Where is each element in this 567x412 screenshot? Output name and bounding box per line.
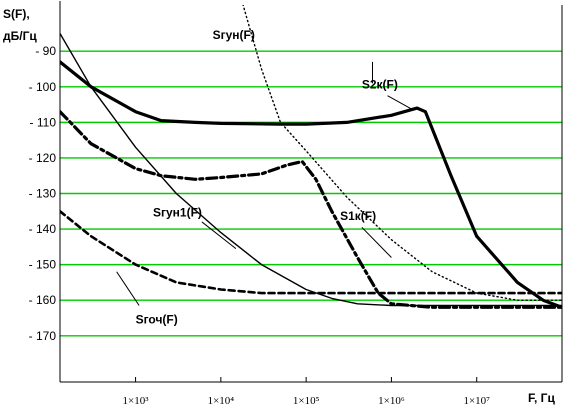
- annotation-leader: [201, 221, 237, 250]
- annotations: Sгун(F) S2к(F) Sгун1(F) S1к(F) Sгоч(F): [116, 28, 414, 326]
- axes: - 90 - 100 - 110 - 120 - 130 - 140 - 150 - 160 -…: [29, 1, 563, 407]
- x-axis-title: F, Гц: [528, 391, 555, 405]
- x-tick-label: 1×10⁶: [378, 395, 405, 407]
- annotation-leader: [387, 95, 414, 111]
- y-tick-label: - 140: [29, 222, 57, 236]
- series-line-sгун1f: [60, 32, 562, 307]
- series-line-sгунf: [242, 5, 562, 301]
- series-line-s2кf: [60, 60, 562, 309]
- y-tick-label: - 160: [29, 293, 57, 307]
- grid: [60, 50, 562, 337]
- y-tick-label: - 120: [29, 151, 57, 165]
- annotation-leader: [361, 226, 392, 258]
- series-line-sгочf: [60, 210, 562, 295]
- y-tick-label: - 130: [29, 187, 57, 201]
- y-tick-label: - 110: [30, 115, 57, 129]
- annotation-label: S1к(F): [340, 209, 376, 223]
- x-tick-label: 1×10³: [123, 395, 150, 407]
- annotation-label: S2к(F): [362, 78, 398, 92]
- annotation-label: Sгоч(F): [136, 312, 178, 326]
- y-axis-title-line2: дБ/Гц: [3, 29, 37, 43]
- x-tick-label: 1×10⁵: [293, 395, 320, 407]
- annotation-leader: [116, 271, 140, 306]
- series-line-s1кf: [60, 110, 562, 309]
- x-tick-label: 1×10⁷: [463, 395, 490, 407]
- y-tick-label: - 170: [29, 329, 57, 343]
- y-tick-label: - 150: [29, 258, 57, 272]
- y-tick-label: - 90: [35, 44, 56, 58]
- y-axis-title-line1: S(F),: [3, 7, 30, 21]
- annotation-label: Sгун1(F): [153, 206, 202, 220]
- annotation-label: Sгун(F): [213, 28, 255, 42]
- series: [60, 5, 562, 309]
- y-tick-label: - 100: [29, 80, 57, 94]
- x-tick-label: 1×10⁴: [208, 395, 235, 407]
